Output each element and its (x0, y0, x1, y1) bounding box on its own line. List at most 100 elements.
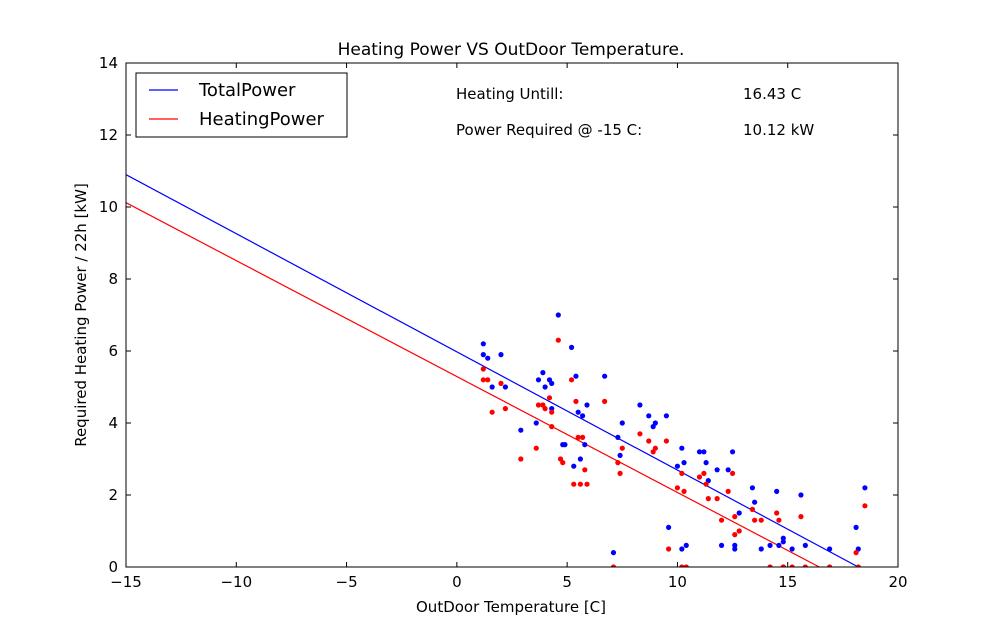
data-point-heatingpower-samples (681, 488, 687, 494)
data-point-totalpower-samples (780, 539, 786, 545)
data-point-heatingpower-samples (489, 409, 495, 415)
series-line-heatingpower (126, 202, 820, 567)
data-point-totalpower-samples (615, 434, 621, 440)
data-point-totalpower-samples (714, 467, 720, 473)
data-point-heatingpower-samples (767, 564, 773, 567)
data-point-totalpower-samples (577, 456, 583, 462)
data-point-heatingpower-samples (798, 514, 804, 520)
data-point-totalpower-samples (674, 463, 681, 469)
data-point-totalpower-samples (549, 380, 555, 386)
data-point-totalpower-samples (485, 355, 491, 361)
data-point-heatingpower-samples (855, 564, 861, 567)
data-point-heatingpower-samples (714, 496, 720, 502)
data-point-heatingpower-samples (546, 395, 553, 401)
data-point-totalpower-samples (617, 452, 623, 458)
y-tick-label: 12 (99, 126, 118, 144)
x-tick-label: 10 (668, 573, 687, 591)
data-point-totalpower-samples (679, 546, 685, 552)
data-point-heatingpower-samples (577, 481, 583, 487)
data-point-totalpower-samples (579, 413, 586, 419)
data-point-heatingpower-samples (617, 470, 623, 476)
data-point-heatingpower-samples (666, 546, 672, 552)
data-point-heatingpower-samples (615, 460, 621, 466)
data-point-heatingpower-samples (758, 517, 764, 523)
legend-box (135, 72, 348, 138)
data-point-heatingpower-samples (575, 434, 581, 440)
data-point-heatingpower-samples (480, 377, 486, 383)
data-point-totalpower-samples (518, 427, 524, 433)
data-point-totalpower-samples (582, 442, 588, 448)
data-point-heatingpower-samples (827, 564, 833, 567)
data-point-totalpower-samples (798, 492, 804, 498)
data-point-heatingpower-samples (533, 445, 539, 451)
data-point-heatingpower-samples (862, 503, 868, 509)
data-point-totalpower-samples (802, 542, 808, 549)
data-point-totalpower-samples (776, 542, 782, 549)
data-point-heatingpower-samples (573, 398, 579, 404)
data-point-heatingpower-samples (637, 431, 643, 437)
data-point-totalpower-samples (736, 510, 742, 516)
data-point-totalpower-samples (602, 373, 608, 379)
data-point-heatingpower-samples (571, 481, 577, 487)
data-point-totalpower-samples (584, 402, 590, 408)
data-point-heatingpower-samples (582, 467, 588, 473)
data-point-heatingpower-samples (729, 470, 736, 476)
data-point-totalpower-samples (725, 467, 731, 473)
data-point-heatingpower-samples (502, 406, 508, 412)
data-point-totalpower-samples (853, 524, 859, 531)
data-point-heatingpower-samples (535, 402, 542, 408)
data-point-totalpower-samples (646, 413, 652, 419)
data-point-heatingpower-samples (789, 564, 795, 567)
legend-label-totalpower: TotalPower (198, 80, 296, 101)
data-point-heatingpower-samples (518, 456, 524, 462)
data-point-heatingpower-samples (774, 510, 780, 516)
annotation-power-value: 10.12 kW (743, 121, 814, 139)
y-tick-label: 4 (108, 414, 118, 432)
data-point-heatingpower-samples (663, 438, 670, 444)
data-point-heatingpower-samples (560, 460, 566, 466)
data-point-heatingpower-samples (696, 474, 703, 480)
data-point-totalpower-samples (774, 488, 780, 494)
data-point-heatingpower-samples (853, 550, 859, 556)
data-point-heatingpower-samples (736, 528, 742, 534)
data-point-totalpower-samples (498, 352, 504, 358)
data-point-totalpower-samples (549, 406, 555, 412)
data-point-totalpower-samples (663, 413, 670, 419)
data-point-totalpower-samples (533, 420, 539, 426)
data-point-totalpower-samples (749, 485, 756, 491)
data-point-heatingpower-samples (610, 564, 617, 567)
x-tick-label: −10 (220, 573, 252, 591)
data-point-heatingpower-samples (683, 564, 689, 567)
data-point-totalpower-samples (780, 535, 786, 541)
data-point-heatingpower-samples (646, 438, 652, 444)
data-point-totalpower-samples (610, 550, 617, 556)
data-point-totalpower-samples (575, 409, 581, 415)
plot-frame (125, 62, 899, 568)
data-point-totalpower-samples (683, 542, 689, 549)
data-point-totalpower-samples (752, 499, 758, 505)
data-point-totalpower-samples (573, 373, 579, 379)
data-point-totalpower-samples (732, 542, 738, 549)
data-point-heatingpower-samples (725, 488, 731, 494)
data-point-totalpower-samples (619, 420, 625, 426)
data-point-totalpower-samples (789, 546, 795, 552)
y-tick-label: 6 (108, 342, 118, 360)
data-point-heatingpower-samples (485, 377, 491, 383)
x-tick-label: −15 (110, 573, 142, 591)
data-point-heatingpower-samples (579, 434, 586, 440)
data-point-totalpower-samples (637, 402, 643, 408)
data-point-heatingpower-samples (679, 564, 685, 567)
legend-label-heatingpower: HeatingPower (199, 109, 325, 130)
data-point-totalpower-samples (652, 420, 658, 426)
y-tick-label: 2 (108, 486, 118, 504)
data-point-heatingpower-samples (652, 445, 658, 451)
data-point-heatingpower-samples (703, 481, 709, 487)
x-tick-label: 15 (778, 573, 797, 591)
data-point-heatingpower-samples (802, 564, 808, 567)
data-point-totalpower-samples (696, 449, 703, 455)
data-point-totalpower-samples (718, 542, 725, 549)
x-tick-label: 5 (562, 573, 572, 591)
data-point-heatingpower-samples (549, 424, 555, 430)
data-point-totalpower-samples (679, 445, 685, 451)
